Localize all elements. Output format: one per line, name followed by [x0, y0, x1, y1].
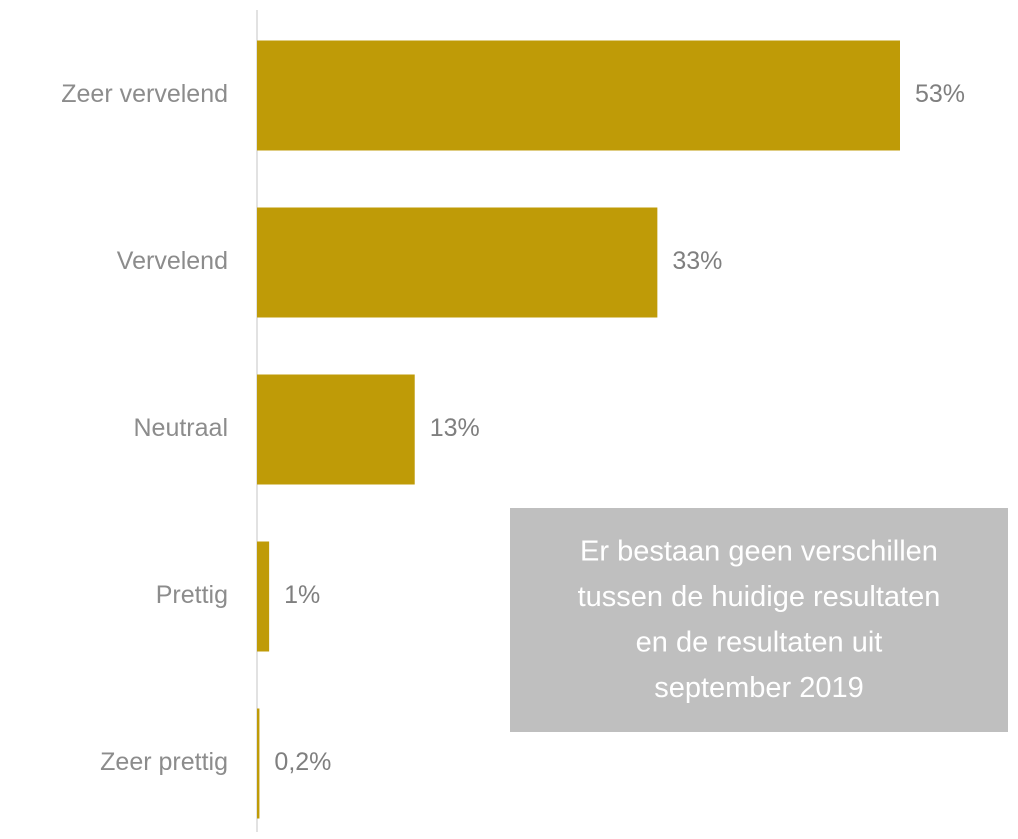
annotation-box [510, 508, 1008, 732]
bar [257, 708, 260, 819]
bar [257, 374, 415, 485]
category-label: Vervelend [117, 247, 228, 275]
value-label: 33% [672, 247, 722, 275]
annotation-text: Er bestaan geen verschillen [580, 536, 938, 568]
value-label: 13% [430, 414, 480, 442]
category-label: Prettig [156, 581, 228, 609]
category-label: Zeer vervelend [61, 80, 228, 108]
value-label: 0,2% [274, 748, 331, 776]
bar [257, 207, 658, 318]
annotation-text: en de resultaten uit [636, 627, 883, 659]
bar [257, 40, 900, 151]
value-label: 53% [915, 80, 965, 108]
bar [257, 541, 270, 652]
category-label: Neutraal [134, 414, 229, 442]
annotation-text: september 2019 [654, 672, 864, 704]
category-label: Zeer prettig [100, 748, 228, 776]
value-label: 1% [284, 581, 320, 609]
annotation-text: tussen de huidige resultaten [578, 581, 941, 613]
